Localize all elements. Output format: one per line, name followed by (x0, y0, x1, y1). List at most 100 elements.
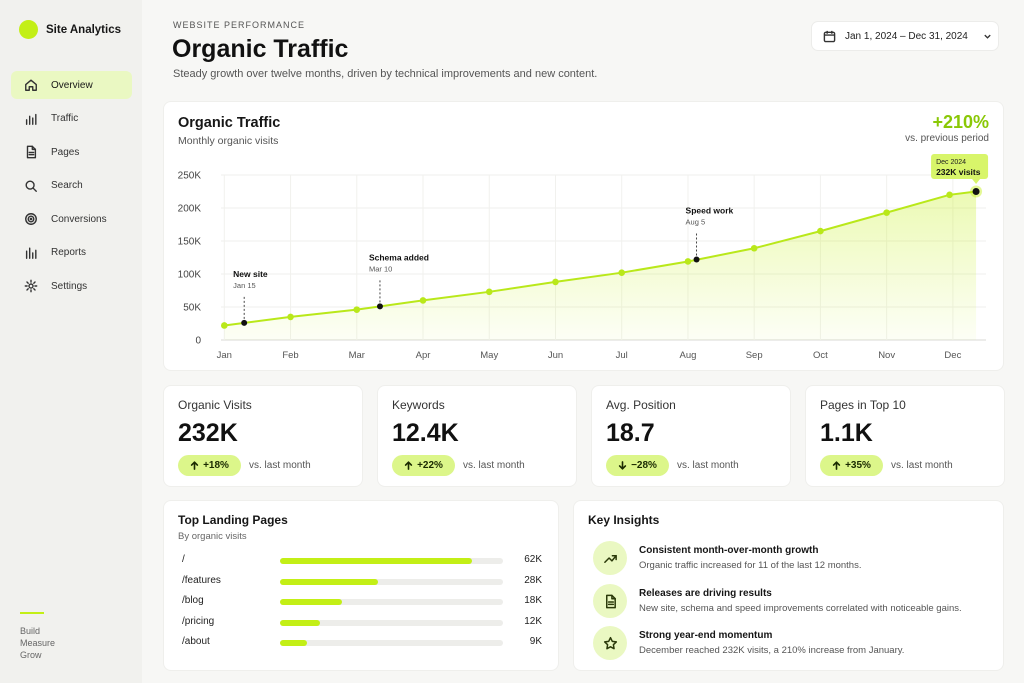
landing-page-bar-fill (280, 640, 307, 646)
landing-page-path: /features (182, 574, 221, 586)
brand-name: Site Analytics (46, 23, 121, 36)
search-icon (25, 179, 37, 192)
sidebar-item-search[interactable]: Search (11, 172, 132, 200)
data-point (221, 322, 228, 329)
kpi-keywords: Keywords 12.4K +22% vs. last month (377, 385, 577, 487)
calendar-icon (823, 30, 836, 42)
event-marker-date: Aug 5 (686, 217, 706, 226)
sidebar-item-overview[interactable]: Overview (11, 71, 132, 99)
landing-page-row[interactable]: /about 9K (182, 636, 542, 650)
event-marker-label: Speed work (686, 205, 734, 215)
landing-page-path: /blog (182, 595, 204, 606)
page-subtitle: Steady growth over twelve months, driven… (173, 68, 598, 80)
chart-growth-value: +210% (932, 112, 989, 132)
sidebar-item-label: Reports (51, 247, 87, 258)
landing-page-bar-fill (280, 599, 343, 605)
landing-page-bar-fill (280, 578, 379, 585)
insight-heading: Strong year-end momentum (639, 630, 773, 641)
sidebar-item-reports[interactable]: Reports (11, 239, 132, 267)
x-tick-label: Dec (944, 350, 961, 361)
x-tick-label: Sep (746, 350, 763, 361)
landing-page-bar-fill (280, 619, 321, 626)
insight-item: Consistent month-over-month growth Organ… (593, 541, 993, 577)
data-point (287, 313, 294, 321)
sidebar-item-label: Search (51, 180, 83, 191)
landing-page-path: / (182, 554, 185, 565)
insight-icon-badge (593, 626, 627, 660)
brand-logo-icon (19, 20, 38, 39)
x-tick-label: Nov (878, 350, 895, 361)
data-point (684, 258, 692, 265)
end-point-title: Dec 2024 (936, 159, 966, 166)
landing-page-row[interactable]: /features 28K (182, 575, 542, 589)
footer-line-grow: Grow (20, 650, 42, 660)
x-tick-label: Oct (813, 350, 828, 361)
kpi-change-badge: −28% (606, 455, 669, 476)
arrow-up-icon (190, 461, 199, 470)
kpi-change-badge: +35% (820, 455, 883, 476)
chart-subtitle: Monthly organic visits (178, 135, 279, 147)
landing-page-row[interactable]: /pricing 12K (182, 616, 542, 630)
y-tick-label: 50K (183, 303, 201, 314)
gear-icon (24, 279, 38, 293)
insight-item: Releases are driving results New site, s… (593, 584, 993, 620)
y-tick-label: 200K (178, 204, 202, 215)
sidebar-nav: Overview Traffic Pages Search Conversion… (11, 71, 132, 306)
x-tick-label: May (480, 350, 498, 361)
document-icon (605, 594, 616, 608)
event-marker-dot (693, 256, 700, 263)
kpi-label: Pages in Top 10 (820, 398, 906, 412)
insight-item: Strong year-end momentum December reache… (593, 626, 993, 662)
end-point-value: 232K visits (936, 167, 981, 177)
chevron-down-icon (984, 34, 991, 39)
sidebar-item-traffic[interactable]: Traffic (11, 105, 132, 133)
landing-pages-subtitle: By organic visits (178, 531, 247, 542)
sidebar-item-label: Pages (51, 146, 80, 158)
main-content: WEBSITE PERFORMANCE Organic Traffic Stea… (142, 0, 1024, 683)
sidebar-item-label: Conversions (51, 213, 107, 225)
landing-page-bar-track (280, 578, 503, 585)
kpi-change-badge: +22% (392, 455, 455, 476)
arrow-up-icon (832, 461, 841, 470)
insight-icon-badge (593, 541, 627, 575)
insight-heading: Releases are driving results (639, 588, 772, 599)
landing-pages-title: Top Landing Pages (178, 513, 288, 527)
footer-line-measure: Measure (20, 638, 56, 648)
data-point (552, 278, 559, 286)
landing-page-path: /pricing (182, 615, 215, 627)
landing-page-visits: 12K (524, 615, 542, 627)
landing-page-row[interactable]: /blog 18K (182, 595, 542, 609)
event-marker-date: Mar 10 (369, 264, 392, 273)
sidebar-item-label: Traffic (51, 113, 79, 124)
sidebar-item-pages[interactable]: Pages (11, 138, 132, 166)
landing-page-visits: 62K (524, 554, 542, 565)
landing-page-row[interactable]: / 62K (182, 554, 542, 568)
y-tick-label: 0 (195, 336, 201, 347)
sidebar-item-conversions[interactable]: Conversions (11, 205, 132, 233)
x-tick-label: Aug (679, 350, 696, 361)
kpi-change-value: −28% (631, 460, 657, 471)
insight-text: New site, schema and speed improvements … (639, 603, 962, 614)
sidebar-item-settings[interactable]: Settings (11, 272, 132, 300)
landing-page-bar-track (280, 619, 503, 626)
kpi-change-value: +18% (203, 460, 229, 471)
event-marker-dot (241, 319, 248, 326)
end-point-callout-pointer (972, 179, 981, 184)
kpi-label: Organic Visits (178, 398, 252, 412)
x-tick-label: Jul (616, 350, 628, 361)
target-icon (25, 213, 37, 225)
brand[interactable]: Site Analytics (19, 20, 121, 39)
sidebar-item-label: Settings (51, 280, 88, 292)
date-range-picker[interactable]: Jan 1, 2024 – Dec 31, 2024 (811, 21, 999, 51)
page-eyebrow: WEBSITE PERFORMANCE (173, 20, 306, 30)
data-point (353, 306, 361, 313)
insights-title: Key Insights (588, 513, 660, 527)
insight-heading: Consistent month-over-month growth (639, 545, 819, 556)
sidebar-footer: Build Measure Grow (20, 612, 55, 661)
landing-page-bar-track (280, 640, 503, 646)
data-point (485, 288, 493, 296)
x-tick-label: Feb (282, 350, 298, 361)
y-tick-label: 100K (178, 270, 202, 281)
insight-text: December reached 232K visits, a 210% inc… (639, 645, 905, 656)
kpi-value: 232K (178, 419, 238, 447)
